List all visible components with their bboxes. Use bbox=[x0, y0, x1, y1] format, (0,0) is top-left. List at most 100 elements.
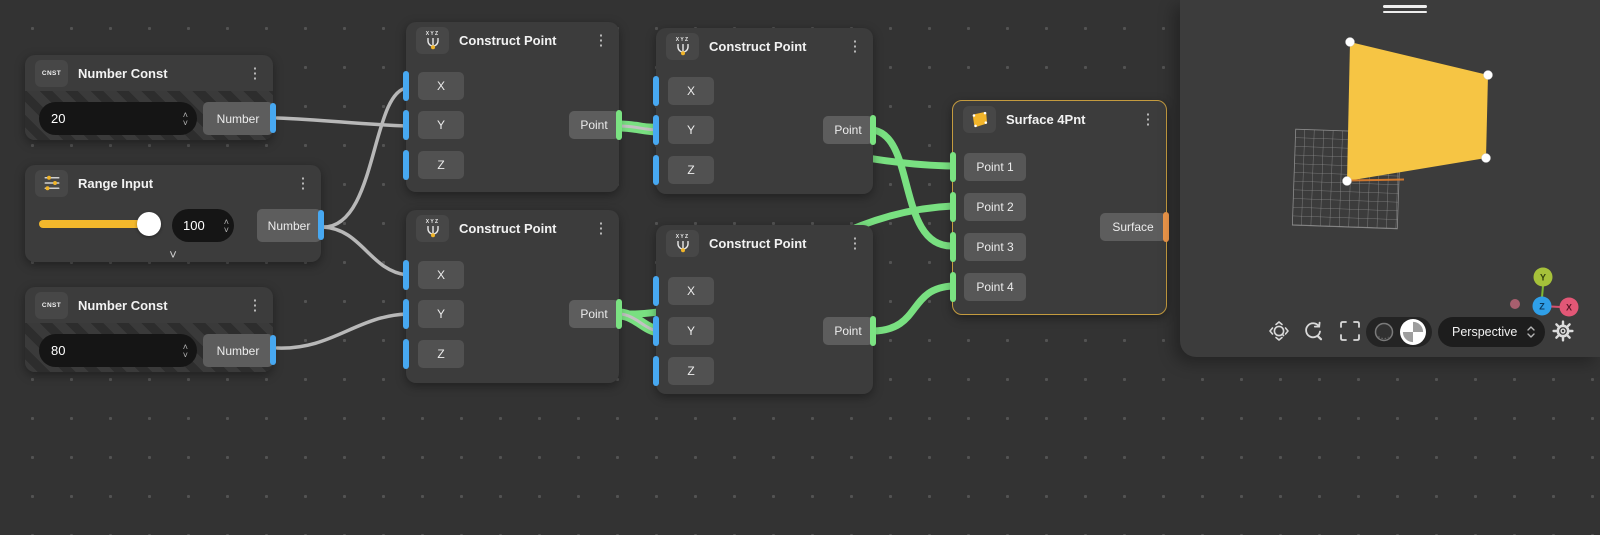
axis-negative-dot[interactable] bbox=[1510, 299, 1520, 309]
axis-x-handle[interactable] bbox=[1559, 297, 1579, 317]
node-range-input[interactable]: Range Input ⋮ 100 ˄ ˅ Number ˅ bbox=[25, 165, 324, 262]
value-stepper[interactable]: ˄ ˅ bbox=[182, 341, 188, 360]
wire-range-to-cp1-x[interactable] bbox=[321, 86, 409, 229]
output-point-chip[interactable]: Point bbox=[823, 317, 873, 345]
kebab-menu-icon[interactable]: ⋮ bbox=[593, 31, 609, 49]
node-number-const-1[interactable]: CNST Number Const ⋮ 20 ˄ ˅ Number bbox=[25, 55, 276, 140]
input-z-chip[interactable]: Z bbox=[418, 340, 464, 368]
input-z-chip[interactable]: Z bbox=[668, 156, 714, 184]
range-slider-track[interactable] bbox=[39, 220, 160, 228]
output-point-chip[interactable]: Point bbox=[823, 116, 873, 144]
viewport-settings-button[interactable] bbox=[1552, 320, 1574, 342]
value-stepper[interactable]: ˄ ˅ bbox=[182, 109, 188, 128]
input-z-chip[interactable]: Z bbox=[418, 151, 464, 179]
stepper-up-icon[interactable]: ˄ bbox=[223, 216, 229, 227]
input-port-y[interactable] bbox=[653, 316, 659, 346]
input-port-y[interactable] bbox=[653, 115, 659, 145]
input-x-chip[interactable]: X bbox=[668, 77, 714, 105]
output-number-chip[interactable]: Number bbox=[203, 102, 273, 135]
viewport-resize-handle[interactable] bbox=[1383, 5, 1427, 16]
collapse-chevron-icon[interactable]: ˅ bbox=[169, 247, 177, 262]
kebab-menu-icon[interactable]: ⋮ bbox=[1140, 110, 1156, 128]
number-value-field[interactable]: 80 ˄ ˅ bbox=[39, 334, 197, 367]
input-y-chip[interactable]: Y bbox=[418, 300, 464, 328]
input-port-point1[interactable] bbox=[950, 152, 956, 182]
output-port-point[interactable] bbox=[616, 110, 622, 140]
input-port-z[interactable] bbox=[403, 339, 409, 369]
output-port-surface[interactable] bbox=[1163, 212, 1169, 242]
input-x-chip[interactable]: X bbox=[668, 277, 714, 305]
input-point4-chip[interactable]: Point 4 bbox=[964, 273, 1026, 301]
output-port-point[interactable] bbox=[870, 115, 876, 145]
output-surface-chip[interactable]: Surface bbox=[1100, 213, 1166, 241]
input-port-z[interactable] bbox=[403, 150, 409, 180]
input-port-point3[interactable] bbox=[950, 232, 956, 262]
stepper-up-icon[interactable]: ˄ bbox=[182, 341, 188, 352]
stepper-down-icon[interactable]: ˅ bbox=[182, 349, 188, 360]
3d-viewport[interactable]: Y Z X bbox=[1180, 0, 1600, 357]
input-z-chip[interactable]: Z bbox=[668, 357, 714, 385]
kebab-menu-icon[interactable]: ⋮ bbox=[847, 37, 863, 55]
value-stepper[interactable]: ˄ ˅ bbox=[223, 216, 229, 235]
output-port-number[interactable] bbox=[270, 103, 276, 133]
input-port-point2[interactable] bbox=[950, 192, 956, 222]
node-construct-point-4[interactable]: XYZ Construct Point ⋮ X Y Z Point bbox=[653, 225, 876, 394]
input-x-chip[interactable]: X bbox=[418, 261, 464, 289]
axis-z-handle[interactable] bbox=[1532, 296, 1552, 316]
input-y-chip[interactable]: Y bbox=[418, 111, 464, 139]
input-port-point4[interactable] bbox=[950, 272, 956, 302]
output-port-point[interactable] bbox=[870, 316, 876, 346]
output-point-chip[interactable]: Point bbox=[569, 300, 619, 328]
node-construct-point-2[interactable]: XYZ Construct Point ⋮ X Y Z Point bbox=[403, 210, 622, 383]
output-number-chip[interactable]: Number bbox=[203, 334, 273, 367]
input-port-x[interactable] bbox=[653, 276, 659, 306]
wire-cp4-to-surface-point4[interactable] bbox=[869, 282, 957, 335]
wireframe-shading-icon[interactable] bbox=[1372, 320, 1396, 344]
input-port-y[interactable] bbox=[403, 299, 409, 329]
output-port-number[interactable] bbox=[270, 335, 276, 365]
axis-y-handle[interactable] bbox=[1533, 267, 1553, 287]
node-surface-4pnt[interactable]: Surface 4Pnt ⋮ Point 1 Point 2 Point 3 P… bbox=[950, 100, 1169, 315]
input-port-x[interactable] bbox=[403, 260, 409, 290]
stepper-up-icon[interactable]: ˄ bbox=[182, 109, 188, 120]
range-value-field[interactable]: 100 ˄ ˅ bbox=[172, 209, 234, 242]
output-port-point[interactable] bbox=[616, 299, 622, 329]
input-port-x[interactable] bbox=[403, 71, 409, 101]
input-x-chip[interactable]: X bbox=[418, 72, 464, 100]
input-y-chip[interactable]: Y bbox=[668, 116, 714, 144]
range-slider-knob[interactable] bbox=[137, 212, 161, 236]
wire-cp3-to-surface-point3[interactable] bbox=[869, 126, 957, 250]
node-construct-point-3[interactable]: XYZ Construct Point ⋮ X Y Z Point bbox=[653, 28, 876, 194]
wire-range-to-cp2-x[interactable] bbox=[321, 225, 409, 277]
fullscreen-button[interactable] bbox=[1339, 320, 1361, 342]
input-port-z[interactable] bbox=[653, 155, 659, 185]
input-port-x[interactable] bbox=[653, 76, 659, 106]
output-number-chip[interactable]: Number bbox=[257, 209, 321, 242]
zoom-reset-button[interactable] bbox=[1302, 320, 1324, 342]
stepper-down-icon[interactable]: ˅ bbox=[223, 224, 229, 235]
input-point1-chip[interactable]: Point 1 bbox=[964, 153, 1026, 181]
node-construct-point-1[interactable]: XYZ Construct Point ⋮ X Y Z Point bbox=[403, 22, 622, 192]
input-point2-chip[interactable]: Point 2 bbox=[964, 193, 1026, 221]
node-number-const-2[interactable]: CNST Number Const ⋮ 80 ˄ ˅ Number bbox=[25, 287, 276, 372]
kebab-menu-icon[interactable]: ⋮ bbox=[247, 64, 263, 82]
kebab-menu-icon[interactable]: ⋮ bbox=[295, 174, 311, 192]
pan-view-button[interactable] bbox=[1268, 320, 1290, 342]
kebab-menu-icon[interactable]: ⋮ bbox=[593, 219, 609, 237]
rendered-shading-icon[interactable] bbox=[1399, 318, 1427, 346]
surface-preview[interactable] bbox=[1347, 42, 1488, 181]
camera-mode-dropdown[interactable]: Perspective bbox=[1438, 317, 1546, 347]
stepper-down-icon[interactable]: ˅ bbox=[182, 117, 188, 128]
wire-number-20-to-cp1-y[interactable] bbox=[275, 116, 409, 128]
output-point-chip[interactable]: Point bbox=[569, 111, 619, 139]
input-y-chip[interactable]: Y bbox=[668, 317, 714, 345]
number-value-field[interactable]: 20 ˄ ˅ bbox=[39, 102, 197, 135]
output-port-number[interactable] bbox=[318, 210, 324, 240]
kebab-menu-icon[interactable]: ⋮ bbox=[847, 234, 863, 252]
input-port-z[interactable] bbox=[653, 356, 659, 386]
input-port-y[interactable] bbox=[403, 110, 409, 140]
input-point3-chip[interactable]: Point 3 bbox=[964, 233, 1026, 261]
axis-gizmo[interactable]: Y Z X bbox=[1510, 267, 1579, 317]
kebab-menu-icon[interactable]: ⋮ bbox=[247, 296, 263, 314]
